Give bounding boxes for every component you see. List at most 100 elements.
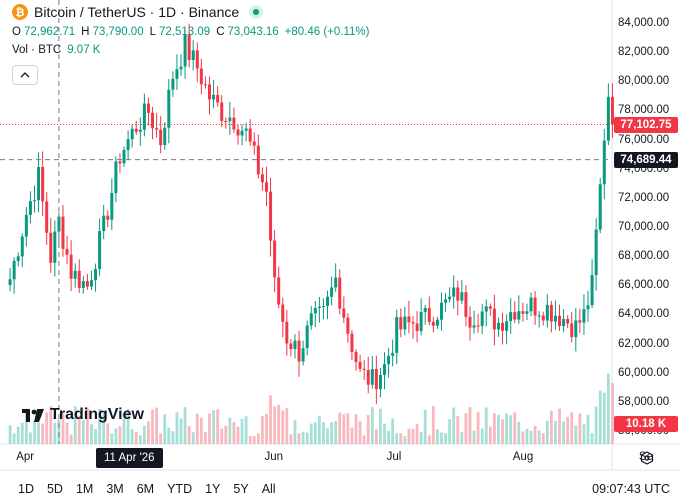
price-tick-label: 62,000.00 bbox=[618, 337, 670, 350]
volume-bar bbox=[395, 433, 399, 444]
candle-body bbox=[541, 315, 545, 321]
candle-body bbox=[199, 68, 203, 85]
volume-bar bbox=[379, 408, 382, 444]
volume-bar bbox=[448, 419, 452, 444]
candle-body bbox=[301, 348, 305, 362]
volume-bar bbox=[297, 433, 301, 444]
candle-body bbox=[49, 232, 53, 263]
volume-bar bbox=[415, 424, 419, 444]
candle-body bbox=[81, 281, 85, 288]
volume-bar bbox=[391, 418, 395, 444]
candle-body bbox=[501, 322, 505, 331]
candle-body bbox=[549, 304, 553, 322]
utc-clock[interactable]: 09:07:43 UTC bbox=[592, 482, 670, 496]
timeframe-5y[interactable]: 5Y bbox=[233, 482, 249, 496]
tradingview-logo-icon bbox=[22, 408, 44, 422]
volume-legend[interactable]: Vol · BTC 9.07 K bbox=[12, 44, 100, 56]
volume-bar bbox=[187, 425, 191, 444]
volume-bar bbox=[29, 432, 32, 444]
volume-bar bbox=[216, 409, 220, 444]
timeframe-6m[interactable]: 6M bbox=[136, 482, 155, 496]
ohlc-values: O 72,962.71 H 73,790.00 L 72,513.09 C 73,043… bbox=[12, 26, 373, 38]
candle-body bbox=[354, 352, 358, 362]
candle-body bbox=[525, 311, 529, 314]
candle-body bbox=[305, 325, 309, 349]
candle-body bbox=[427, 307, 431, 322]
candle-body bbox=[77, 270, 81, 288]
volume-bar bbox=[281, 410, 285, 444]
volume-bar bbox=[342, 414, 346, 444]
volume-bar bbox=[558, 408, 561, 444]
volume-bar bbox=[606, 373, 610, 444]
volume-bar bbox=[326, 428, 329, 444]
time-tick-label: Apr bbox=[16, 451, 35, 463]
collapse-legend-button[interactable] bbox=[12, 65, 38, 85]
price-tick-label: 80,000.00 bbox=[618, 75, 670, 88]
settings-icon[interactable] bbox=[640, 451, 654, 465]
volume-bar bbox=[90, 424, 93, 444]
candle-body bbox=[610, 96, 614, 125]
symbol-title[interactable]: Bitcoin / TetherUS · 1D · Binance bbox=[34, 4, 240, 20]
timeframe-1d[interactable]: 1D bbox=[18, 482, 34, 496]
volume-bar bbox=[147, 421, 150, 444]
symbol-title-row[interactable]: ₿ Bitcoin / TetherUS · 1D · Binance bbox=[12, 4, 264, 20]
volume-bar bbox=[468, 406, 472, 444]
volume-bar bbox=[484, 407, 488, 444]
tradingview-watermark: TradingView bbox=[22, 406, 144, 424]
candle-body bbox=[85, 281, 89, 287]
timeframe-5d[interactable]: 5D bbox=[46, 482, 63, 496]
candle-body bbox=[521, 311, 525, 314]
candle-body bbox=[342, 308, 346, 318]
candle-body bbox=[403, 316, 407, 330]
timeframe-1y[interactable]: 1Y bbox=[205, 482, 221, 496]
timeframe-all[interactable]: All bbox=[261, 482, 276, 496]
volume-bar bbox=[517, 421, 521, 444]
candle-body bbox=[224, 120, 228, 122]
candle-body bbox=[155, 128, 159, 130]
volume-bar bbox=[199, 417, 203, 444]
volume-bar bbox=[45, 412, 49, 444]
candle-body bbox=[244, 128, 248, 131]
candle-body bbox=[330, 287, 334, 297]
volume-bar bbox=[594, 406, 598, 444]
candle-body bbox=[114, 161, 118, 194]
timeframe-ytd[interactable]: YTD bbox=[167, 482, 193, 496]
candle-body bbox=[574, 320, 578, 338]
price-tick-label: 58,000.00 bbox=[618, 395, 670, 408]
timeframe-1m[interactable]: 1M bbox=[75, 482, 94, 496]
candle-body bbox=[496, 322, 500, 330]
volume-bar bbox=[460, 432, 464, 444]
candle-body bbox=[293, 340, 297, 350]
volume-label: Vol · BTC bbox=[12, 44, 62, 56]
candle-body bbox=[452, 287, 456, 297]
volume-bar bbox=[525, 428, 529, 444]
candle-body bbox=[297, 340, 301, 362]
candle-body bbox=[533, 297, 537, 316]
candle-body bbox=[444, 299, 448, 303]
volume-bar bbox=[545, 420, 549, 444]
candle-body bbox=[151, 112, 155, 129]
chart-legend: ₿ Bitcoin / TetherUS · 1D · Binance O 72,… bbox=[0, 0, 600, 90]
volume-bar bbox=[53, 422, 57, 444]
candle-body bbox=[264, 182, 268, 192]
candle-body bbox=[488, 306, 492, 309]
volume-bar bbox=[476, 412, 480, 444]
candle-body bbox=[73, 270, 77, 279]
candle-body bbox=[374, 369, 378, 390]
volume-bar bbox=[562, 421, 565, 444]
volume-bar bbox=[224, 425, 228, 444]
timeframe-3m[interactable]: 3M bbox=[106, 482, 124, 496]
candle-body bbox=[545, 304, 549, 321]
volume-bar bbox=[77, 415, 81, 444]
volume-bar bbox=[98, 408, 102, 444]
volume-bar bbox=[159, 433, 163, 444]
volume-bar bbox=[362, 435, 366, 444]
volume-bar bbox=[578, 413, 582, 444]
candle-body bbox=[228, 117, 232, 122]
candle-body bbox=[146, 103, 150, 113]
volume-bar bbox=[497, 414, 500, 444]
volume-bar bbox=[313, 422, 317, 444]
candle-body bbox=[195, 50, 199, 69]
volume-bar bbox=[582, 424, 586, 444]
